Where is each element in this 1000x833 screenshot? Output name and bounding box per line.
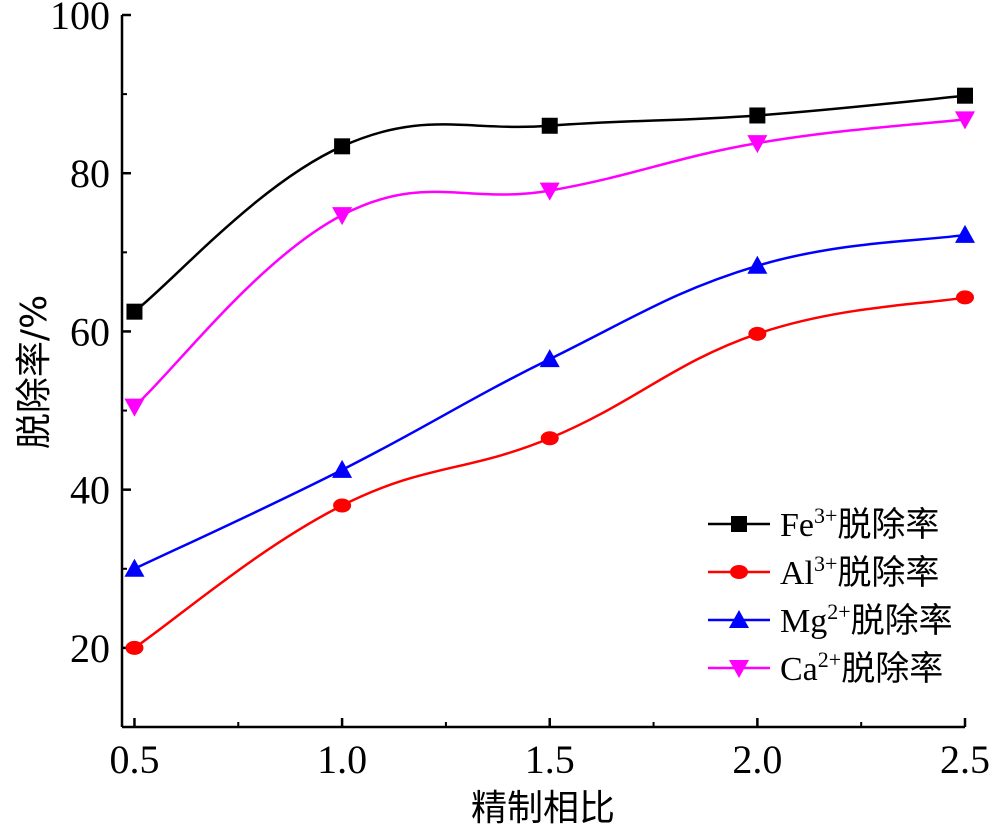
series-fe (126, 87, 973, 320)
data-point (124, 398, 145, 417)
data-point (541, 117, 558, 134)
y-axis-title: 脱除率/% (14, 295, 55, 449)
x-tick-label: 2.5 (940, 737, 990, 782)
data-point (332, 459, 353, 478)
y-tick-label: 100 (50, 0, 110, 38)
legend-marker (731, 516, 747, 532)
data-point (332, 207, 353, 226)
legend-marker (729, 660, 749, 678)
plot-area: 20 40 60 80 100 0.5 1.0 1.5 2.0 2.5 (50, 0, 990, 782)
legend-marker (729, 610, 749, 628)
data-point (957, 87, 973, 104)
x-tick-label: 1.5 (525, 737, 575, 782)
series-al (125, 290, 974, 655)
y-tick-label: 40 (70, 468, 110, 513)
data-point (747, 135, 768, 154)
legend-item: Ca2+脱除率 (708, 647, 943, 689)
legend-label: Ca2+脱除率 (780, 647, 943, 689)
legend: Fe3+脱除率 Al3+脱除率 Mg2+脱除率 Ca2+脱除率 (708, 503, 953, 689)
data-point (124, 558, 145, 577)
y-tick-label: 80 (70, 151, 110, 196)
series-layer (124, 87, 975, 655)
legend-item: Mg2+脱除率 (708, 599, 953, 641)
data-point (955, 224, 975, 243)
legend-item: Fe3+脱除率 (708, 503, 939, 545)
data-point (749, 107, 766, 124)
x-tick-label: 0.5 (109, 737, 159, 782)
data-point (540, 431, 559, 446)
data-point (125, 640, 144, 655)
data-point (747, 255, 768, 274)
data-point (955, 111, 975, 130)
legend-marker (730, 565, 748, 579)
legend-label: Mg2+脱除率 (780, 599, 953, 641)
data-point (956, 290, 974, 305)
y-tick-label: 60 (70, 309, 110, 354)
x-axis-ticks: 0.5 1.0 1.5 2.0 2.5 (109, 718, 990, 782)
series-line (133, 118, 966, 408)
series-mg (124, 224, 975, 577)
data-point (748, 326, 767, 341)
x-axis-title: 精制相比 (471, 788, 615, 829)
data-point (334, 138, 351, 155)
data-point (333, 498, 352, 513)
y-axis-ticks: 20 40 60 80 100 (50, 0, 131, 728)
x-tick-label: 1.0 (317, 737, 367, 782)
series-ca (124, 111, 975, 417)
legend-label: Al3+脱除率 (780, 551, 939, 593)
data-point (539, 349, 560, 368)
legend-label: Fe3+脱除率 (780, 503, 939, 545)
y-tick-label: 20 (70, 626, 110, 671)
legend-item: Al3+脱除率 (708, 551, 939, 593)
data-point (539, 182, 560, 201)
data-point (126, 303, 143, 320)
x-tick-label: 2.0 (732, 737, 782, 782)
